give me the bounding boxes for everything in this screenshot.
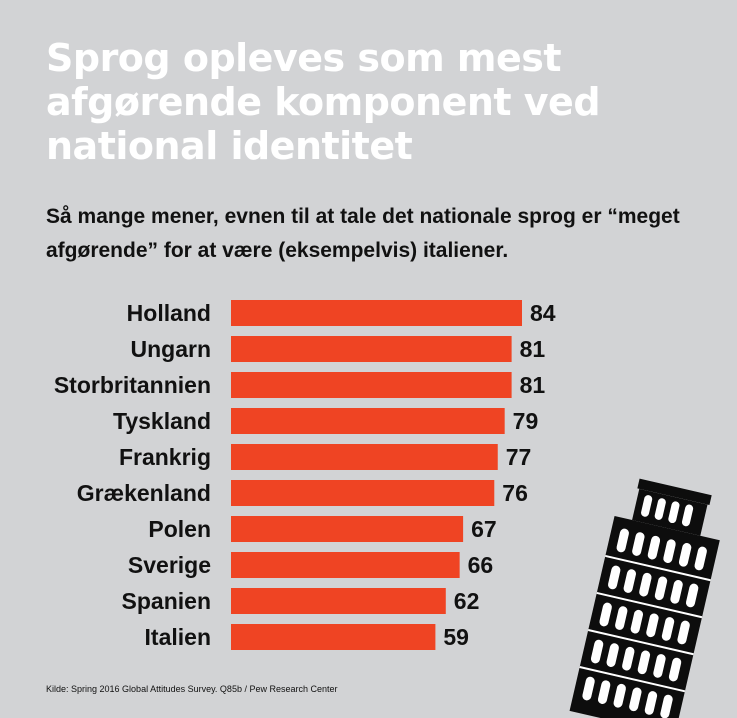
- bar: [231, 516, 464, 542]
- bar: [231, 408, 505, 434]
- bar: [231, 588, 446, 614]
- bar: [231, 372, 512, 398]
- value-label: 67: [471, 516, 497, 542]
- bar: [231, 336, 512, 362]
- category-label: Spanien: [122, 588, 211, 614]
- bar: [231, 300, 522, 326]
- category-label: Frankrig: [119, 444, 211, 470]
- category-label: Polen: [148, 516, 211, 542]
- value-label: 59: [443, 624, 469, 650]
- category-label: Sverige: [128, 552, 211, 578]
- bar: [231, 624, 436, 650]
- value-label: 66: [468, 552, 494, 578]
- category-label: Grækenland: [77, 480, 211, 506]
- value-label: 81: [520, 372, 546, 398]
- category-label: Ungarn: [131, 336, 212, 362]
- bar: [231, 480, 495, 506]
- bar: [231, 552, 460, 578]
- category-label: Italien: [145, 624, 211, 650]
- chart-subtitle: Så mange mener, evnen til at tale det na…: [46, 205, 680, 262]
- category-label: Storbritannien: [54, 372, 211, 398]
- category-label: Tyskland: [113, 408, 211, 434]
- value-label: 77: [506, 444, 532, 470]
- chart-title: Sprog opleves som mest afgørende kompone…: [46, 36, 601, 168]
- category-label: Holland: [127, 300, 211, 326]
- value-label: 76: [502, 480, 528, 506]
- value-label: 84: [530, 300, 556, 326]
- bar: [231, 444, 498, 470]
- leaning-tower-of-pisa-icon: [569, 478, 720, 718]
- value-label: 81: [520, 336, 546, 362]
- value-label: 79: [513, 408, 539, 434]
- source-note: Kilde: Spring 2016 Global Attitudes Surv…: [46, 684, 338, 694]
- value-label: 62: [454, 588, 480, 614]
